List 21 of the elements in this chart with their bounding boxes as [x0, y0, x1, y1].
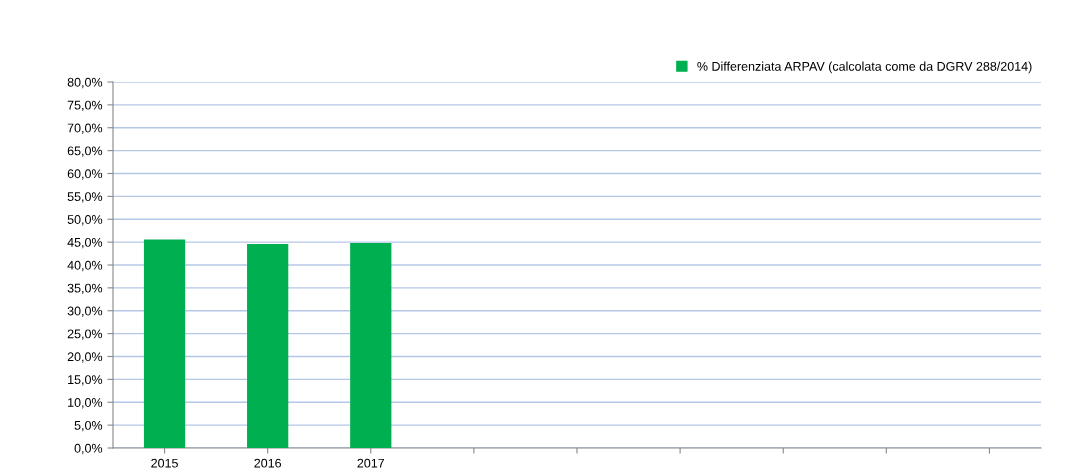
y-tick-label: 75,0% [67, 100, 103, 111]
y-tick-label: 80,0% [67, 77, 103, 89]
legend-label: % Differenziata ARPAV (calcolata come da DGRV 288/2014) [697, 61, 1032, 74]
y-tick-label: 5,0% [74, 420, 103, 432]
x-tick-label: 2017 [357, 458, 385, 468]
y-tick-label: 65,0% [67, 146, 103, 157]
y-tick-label: 0,0% [74, 443, 103, 455]
y-tick-label: 45,0% [67, 237, 103, 249]
y-tick-label: 40,0% [67, 260, 103, 272]
y-tick-label: 60,0% [67, 169, 103, 180]
x-tick-label: 2015 [151, 458, 178, 468]
y-tick-label: 55,0% [67, 192, 103, 203]
y-tick-label: 15,0% [68, 375, 103, 386]
y-tick-label: 30,0% [67, 306, 103, 317]
y-tick-label: 70,0% [67, 123, 103, 134]
y-tick-label: 20,0% [67, 352, 103, 363]
y-tick-label: 10,0% [68, 398, 103, 409]
x-tick-label: 2016 [254, 458, 282, 468]
y-tick-label: 35,0% [67, 283, 103, 294]
y-tick-label: 25,0% [67, 329, 103, 340]
y-tick-label: 50,0% [67, 215, 103, 226]
